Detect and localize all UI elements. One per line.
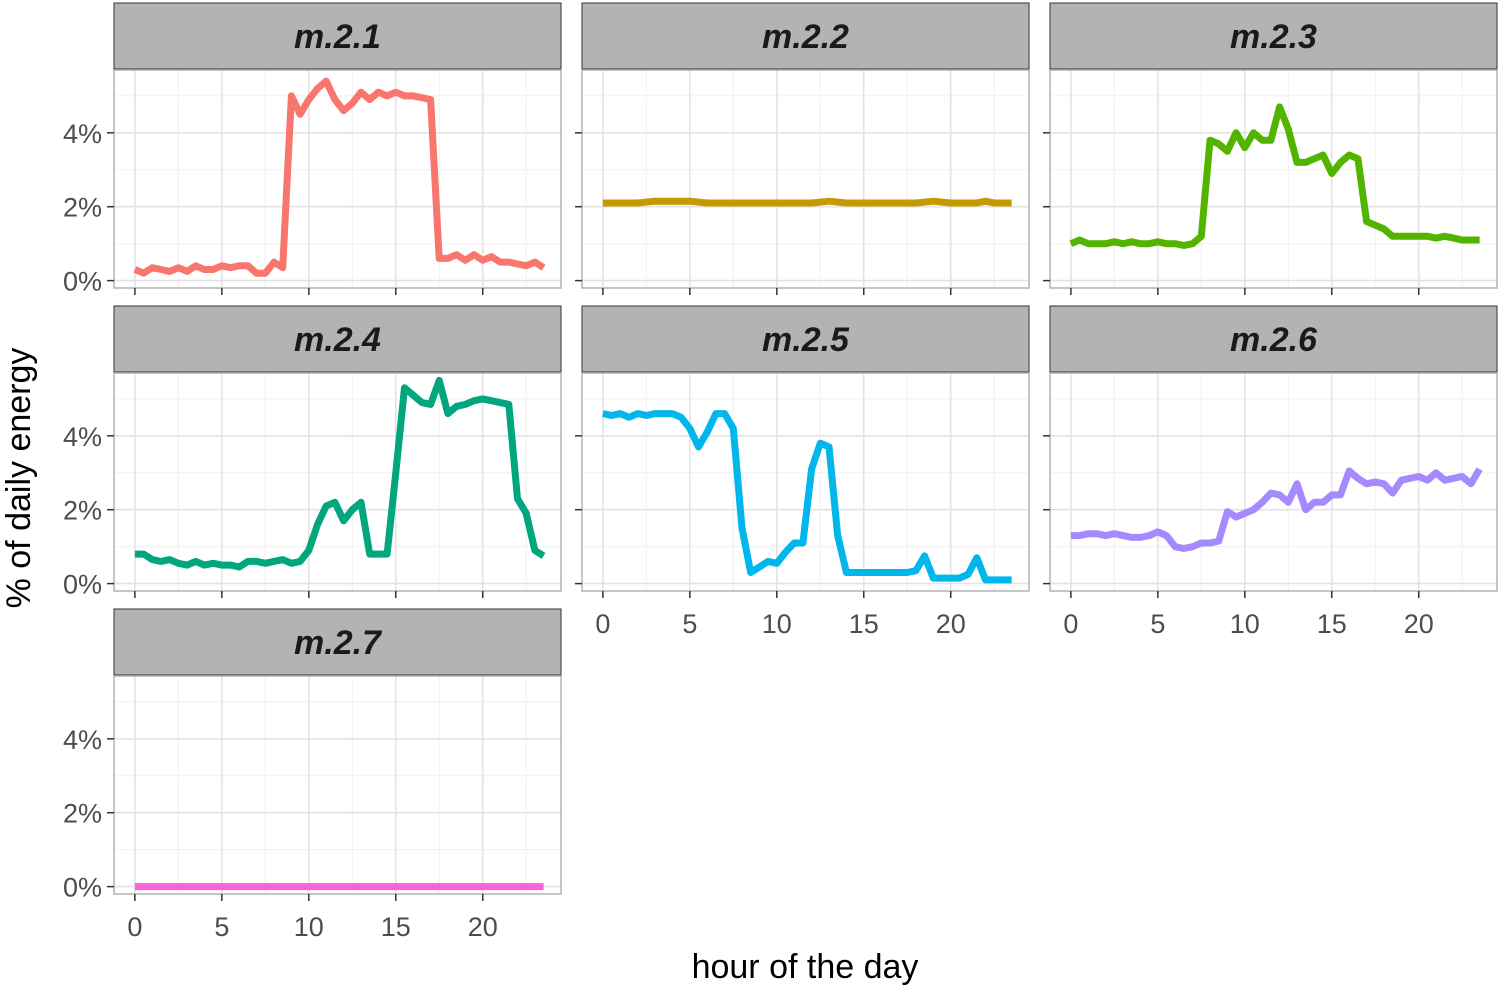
panel-border — [1049, 372, 1498, 592]
x-tick-label: 20 — [1404, 609, 1434, 639]
y-tick-label: 4% — [63, 422, 102, 452]
x-tick-label: 0 — [1063, 609, 1078, 639]
plot-background — [114, 676, 561, 894]
x-axis-title: hour of the day — [692, 948, 919, 986]
x-tick-label: 5 — [214, 912, 229, 942]
facet-strip — [113, 305, 562, 373]
series-line — [602, 410, 1012, 584]
facet-strip — [581, 305, 1030, 373]
facet-strip — [1049, 2, 1498, 70]
x-tick-label: 15 — [1317, 609, 1347, 639]
facet-strip-label: m.2.6 — [1230, 321, 1318, 359]
x-tick-label: 15 — [381, 912, 411, 942]
facet-strip — [113, 2, 562, 70]
series-line — [1069, 103, 1480, 249]
panel-border — [113, 675, 562, 895]
y-tick-label: 2% — [63, 193, 102, 223]
panel-border — [113, 372, 562, 592]
x-tick-label: 15 — [849, 609, 879, 639]
y-tick-label: 0% — [63, 570, 102, 600]
facet-strip — [1049, 305, 1498, 373]
plot-background — [582, 373, 1029, 591]
facet-panel: m.2.6 0 5 10 15 20 — [1043, 305, 1498, 639]
facet-panel: m.2.4 0% 2% 4% — [63, 305, 562, 600]
plot-background — [582, 70, 1029, 288]
plot-background — [114, 373, 561, 591]
y-tick-label: 0% — [63, 873, 102, 903]
y-tick-label: 4% — [63, 119, 102, 149]
y-axis-title: % of daily energy — [0, 348, 38, 609]
panel-border — [113, 69, 562, 289]
x-tick-label: 10 — [762, 609, 792, 639]
series-line — [134, 376, 546, 571]
x-tick-label: 5 — [1150, 609, 1165, 639]
x-tick-label: 0 — [595, 609, 610, 639]
x-tick-label: 10 — [294, 912, 324, 942]
plot-background — [1050, 373, 1497, 591]
panel-border — [581, 69, 1030, 289]
facet-strip — [113, 608, 562, 676]
y-tick-label: 2% — [63, 799, 102, 829]
x-tick-label: 0 — [127, 912, 142, 942]
y-tick-label: 4% — [63, 725, 102, 755]
facet-panel: m.2.3 — [1043, 2, 1498, 295]
plot-background — [1050, 70, 1497, 288]
x-tick-label: 20 — [936, 609, 966, 639]
y-tick-label: 2% — [63, 496, 102, 526]
facet-strip-label: m.2.7 — [294, 624, 383, 662]
series-line — [133, 77, 546, 277]
x-tick-label: 5 — [682, 609, 697, 639]
facet-panel: m.2.5 0 5 10 15 20 — [575, 305, 1030, 639]
x-tick-label: 20 — [468, 912, 498, 942]
y-tick-label: 0% — [63, 267, 102, 297]
facet-strip-label: m.2.5 — [762, 321, 850, 359]
facet-panel: m.2.1 0% 2% 4% — [63, 2, 562, 297]
facet-panels: m.2.1 0% 2% 4% m.2.2 m.2.3 m.2.4 0% 2% 4% m.2.5 0 5 1… — [63, 2, 1498, 942]
series-line — [1070, 467, 1483, 552]
facet-strip-label: m.2.2 — [762, 18, 849, 56]
facet-strip-label: m.2.1 — [294, 18, 381, 56]
facet-panel: m.2.7 0% 2% 4% 0 5 10 15 20 — [63, 608, 562, 942]
panel-border — [581, 372, 1030, 592]
facet-panel: m.2.2 — [575, 2, 1030, 295]
x-tick-label: 10 — [1230, 609, 1260, 639]
series-line — [602, 197, 1012, 207]
facet-strip-label: m.2.3 — [1230, 18, 1317, 56]
panel-border — [1049, 69, 1498, 289]
facet-strip — [581, 2, 1030, 70]
facet-strip-label: m.2.4 — [294, 321, 381, 359]
